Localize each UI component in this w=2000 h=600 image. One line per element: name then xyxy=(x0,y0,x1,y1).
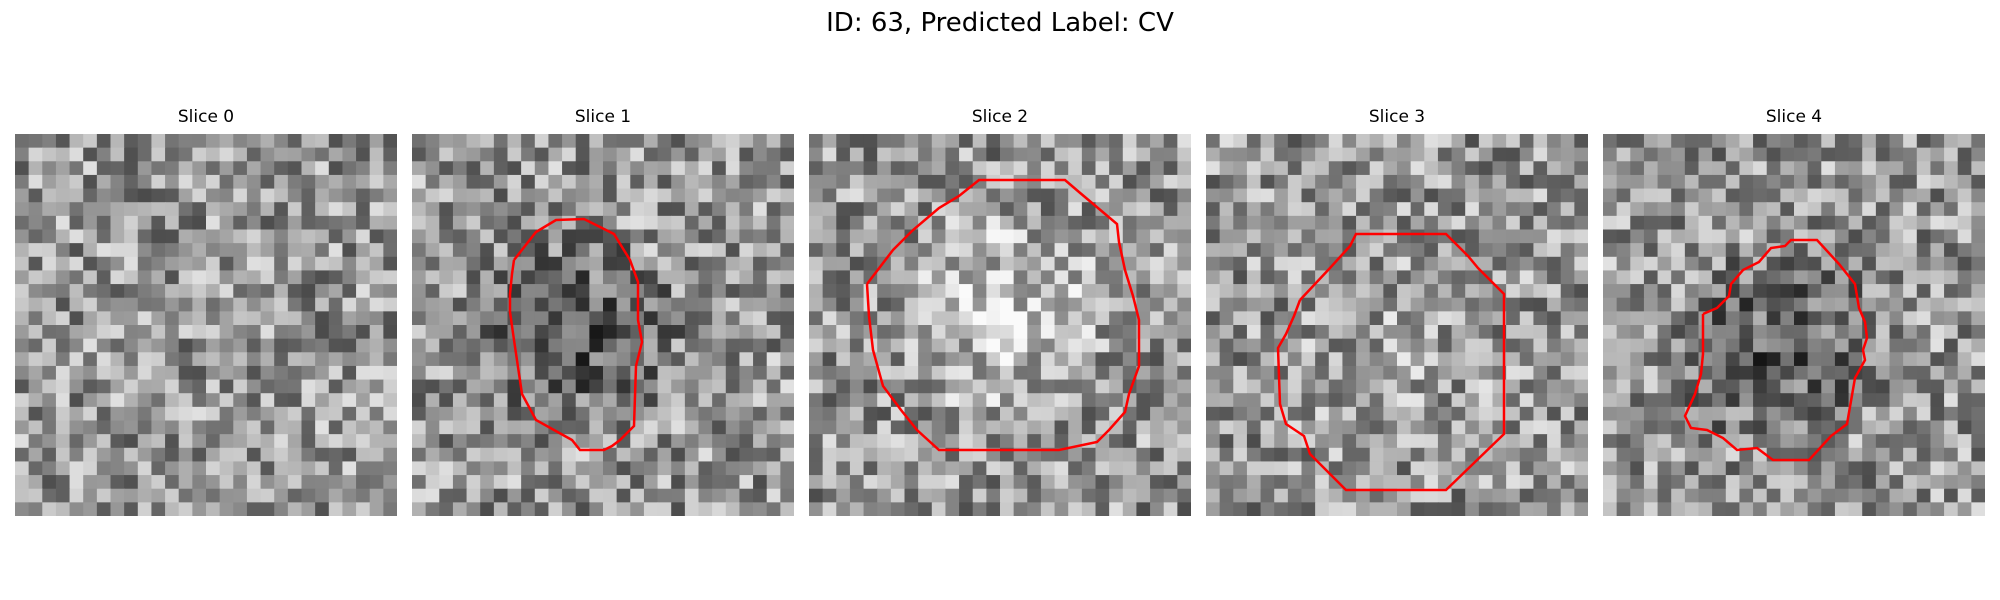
segmentation-contour xyxy=(1683,238,1869,462)
slice-panel-1: Slice 1 xyxy=(412,106,794,516)
segmentation-contour xyxy=(1276,232,1506,492)
slice-panel-4: Slice 4 xyxy=(1603,106,1985,516)
slice-title-1: Slice 1 xyxy=(574,107,632,127)
slice-image-2 xyxy=(809,134,1191,516)
pixel-grid xyxy=(1206,134,1588,516)
pixel-grid xyxy=(412,134,794,516)
pixel-grid xyxy=(1603,134,1985,516)
slice-panel-2: Slice 2 xyxy=(809,106,1191,516)
slice-panel-0: Slice 0 xyxy=(15,106,397,516)
slice-title-4: Slice 4 xyxy=(1765,107,1823,127)
segmentation-contour xyxy=(508,217,644,452)
slice-image-0 xyxy=(15,134,397,516)
pixel-grid xyxy=(15,134,397,516)
figure-title: ID: 63, Predicted Label: CV xyxy=(826,8,1174,38)
slice-title-3: Slice 3 xyxy=(1368,107,1426,127)
segmentation-contour xyxy=(865,178,1141,452)
slice-title-2: Slice 2 xyxy=(971,107,1029,127)
slice-image-1 xyxy=(412,134,794,516)
pixel-grid xyxy=(809,134,1191,516)
slice-panel-3: Slice 3 xyxy=(1206,106,1588,516)
slice-image-3 xyxy=(1206,134,1588,516)
slice-image-4 xyxy=(1603,134,1985,516)
slice-title-0: Slice 0 xyxy=(177,107,235,127)
